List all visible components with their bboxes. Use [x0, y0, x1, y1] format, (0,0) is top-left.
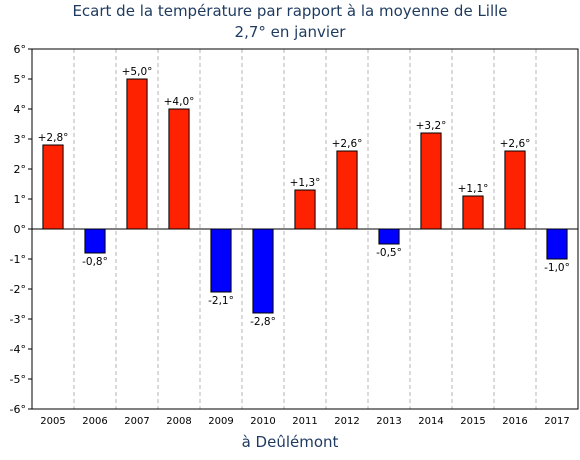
data-label-2017: -1,0° [544, 262, 570, 274]
x-tick-label: 2005 [40, 416, 65, 427]
y-tick-label: 2° [14, 163, 27, 176]
chart-subtitle: 2,7° en janvier [234, 23, 346, 41]
bars-group [42, 78, 568, 314]
bar-2006 [84, 228, 106, 254]
bar-2007 [126, 78, 148, 230]
y-tick-label: -1° [10, 253, 26, 266]
data-label-2005: +2,8° [38, 132, 69, 144]
data-label-2015: +1,1° [458, 183, 489, 195]
x-tick-label: 2014 [418, 416, 443, 427]
x-axis-ticks: 2005 2006 2007 2008 2009 2010 2011 2012 2013 2014… [40, 416, 569, 427]
data-label-2013: -0,5° [376, 247, 402, 259]
x-axis-label: à Deûlémont [241, 433, 339, 451]
bar-2008 [168, 108, 190, 230]
chart-title: Ecart de la température par rapport à la… [72, 2, 508, 20]
data-label-2016: +2,6° [500, 138, 531, 150]
x-tick-label: 2009 [208, 416, 233, 427]
y-tick-label: 0° [14, 223, 27, 236]
y-tick-label: -2° [10, 283, 26, 296]
y-tick-label: 3° [14, 133, 27, 146]
data-label-2011: +1,3° [290, 177, 321, 189]
grid-lines [73, 49, 537, 409]
x-tick-label: 2015 [460, 416, 485, 427]
y-tick-label: 1° [14, 193, 27, 206]
data-label-2010: -2,8° [250, 316, 276, 328]
bar-2009 [210, 228, 232, 293]
y-tick-label: -6° [10, 403, 26, 416]
x-tick-label: 2013 [376, 416, 401, 427]
y-axis-ticks: 6° 5° 4° 3° 2° 1° 0° -1° -2° -3° -4° -5° -6° [10, 43, 32, 416]
bar-2010 [252, 228, 274, 314]
bar-2005 [42, 144, 64, 230]
bar-2016 [504, 150, 526, 230]
y-tick-label: 4° [14, 103, 27, 116]
x-tick-label: 2017 [544, 416, 569, 427]
bar-2012 [336, 150, 358, 230]
bar-2014 [420, 132, 442, 230]
data-label-2014: +3,2° [416, 120, 447, 132]
data-label-2012: +2,6° [332, 138, 363, 150]
bar-2015 [462, 195, 484, 230]
x-tick-label: 2007 [124, 416, 149, 427]
x-tick-label: 2012 [334, 416, 359, 427]
x-tick-label: 2006 [82, 416, 107, 427]
bar-2017 [546, 228, 568, 260]
y-tick-label: 5° [14, 73, 27, 86]
data-label-2006: -0,8° [82, 256, 108, 268]
chart-title-block: Ecart de la température par rapport à la… [0, 0, 580, 43]
y-tick-label: 6° [14, 43, 27, 56]
y-tick-label: -3° [10, 313, 26, 326]
data-label-2009: -2,1° [208, 295, 234, 307]
bar-2011 [294, 189, 316, 230]
y-tick-label: -5° [10, 373, 26, 386]
x-tick-label: 2011 [292, 416, 317, 427]
y-tick-label: -4° [10, 343, 26, 356]
data-label-2007: +5,0° [122, 66, 153, 78]
bar-2013 [378, 228, 400, 245]
x-tick-label: 2008 [166, 416, 191, 427]
data-label-2008: +4,0° [164, 96, 195, 108]
x-tick-label: 2010 [250, 416, 275, 427]
data-labels: +2,8° -0,8° +5,0° +4,0° -2,1° -2,8° +1,3° +2,6°… [38, 66, 570, 328]
x-tick-label: 2016 [502, 416, 527, 427]
